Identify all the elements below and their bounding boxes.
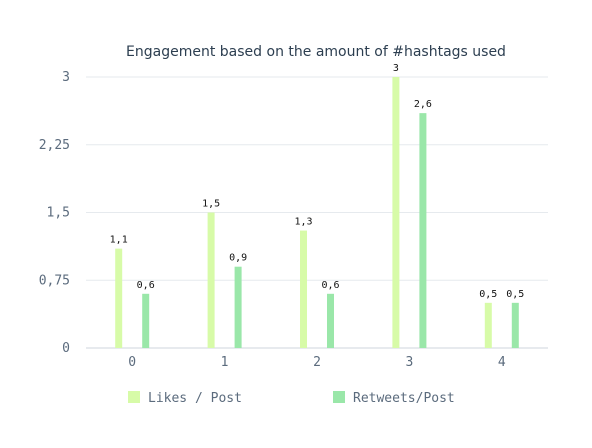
chart-title: Engagement based on the amount of #hasht… (126, 44, 506, 60)
x-tick-label: 0 (128, 355, 136, 370)
data-label: 0,6 (137, 280, 155, 291)
bar-retweets-0 (142, 293, 150, 348)
bar-likes-4 (484, 302, 492, 348)
data-label: 1,1 (110, 235, 128, 246)
x-tick-label: 1 (221, 355, 229, 370)
bar-retweets-2 (327, 293, 334, 348)
bar-retweets-1 (234, 266, 242, 348)
y-tick-label: 1,5 (47, 206, 70, 221)
y-axis-ticks: 0 0,75 1,5 2,25 3 (39, 70, 70, 356)
legend: Likes / Post Retweets/Post (128, 391, 455, 406)
gridlines (86, 76, 548, 349)
legend-swatch (128, 391, 140, 403)
data-label: 0,9 (229, 253, 247, 264)
bar-likes-2 (300, 230, 307, 348)
data-label: 2,6 (414, 99, 432, 110)
x-tick-label: 2 (313, 355, 321, 370)
bar-retweets-4 (511, 302, 519, 348)
data-label: 1,5 (202, 199, 220, 210)
data-label: 0,6 (321, 280, 339, 291)
bar-likes-1 (207, 212, 215, 348)
bar-likes-0 (115, 248, 123, 348)
bar-retweets-3 (419, 113, 427, 348)
bar-likes-3 (392, 77, 400, 348)
legend-label: Likes / Post (148, 391, 242, 406)
x-tick-label: 4 (498, 355, 506, 370)
data-label: 0,5 (479, 289, 497, 300)
data-label: 3 (393, 63, 399, 74)
y-tick-label: 0 (62, 341, 70, 356)
data-labels: 1,1 0,6 1,5 0,9 1,3 0,6 3 2,6 0,5 0,5 (110, 63, 525, 300)
y-tick-label: 3 (62, 70, 70, 85)
legend-swatch (333, 391, 345, 403)
y-tick-label: 2,25 (39, 138, 70, 153)
x-tick-label: 3 (405, 355, 413, 370)
legend-label: Retweets/Post (353, 391, 455, 406)
data-label: 1,3 (294, 217, 312, 228)
bars (115, 77, 519, 348)
x-axis-ticks: 0 1 2 3 4 (128, 355, 506, 370)
y-tick-label: 0,75 (39, 273, 70, 288)
data-label: 0,5 (506, 289, 524, 300)
